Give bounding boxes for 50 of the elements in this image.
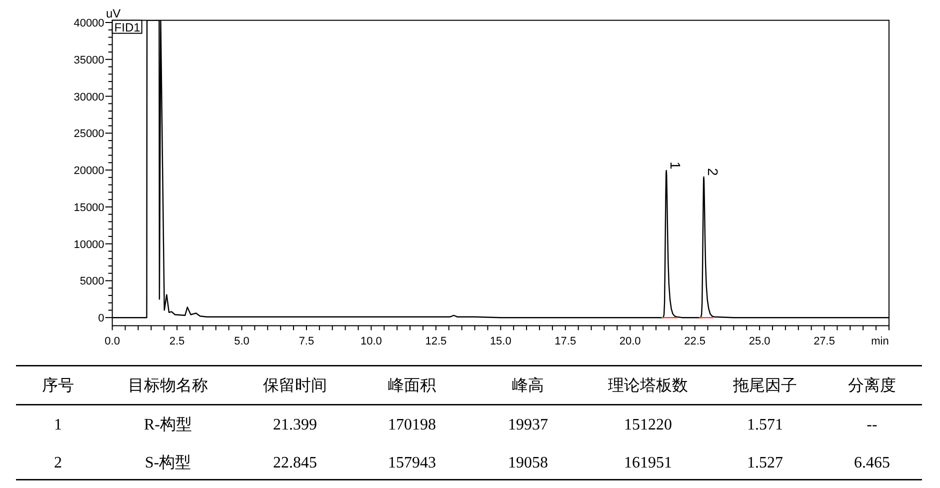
annotation: FID1	[114, 20, 141, 34]
y-tick-label: 0	[98, 312, 104, 325]
y-tick-label: 35000	[74, 54, 104, 66]
text: 拖尾因子	[732, 378, 797, 394]
text: R-构型	[144, 416, 192, 434]
y-tick-label: 30000	[74, 91, 104, 104]
text: 峰面积	[388, 378, 436, 394]
text: 1.527	[747, 454, 783, 472]
y-tick-label: 40000	[74, 18, 104, 30]
text: 目标物名称	[128, 378, 208, 394]
text: 21.399	[273, 416, 317, 434]
x-axis-title: min	[871, 336, 889, 348]
annotation: 1	[667, 162, 684, 170]
x-tick-label: 0.0	[104, 336, 120, 348]
text: 保留时间	[263, 376, 327, 394]
text: 19937	[508, 416, 548, 434]
x-tick-label: 15.0	[490, 336, 512, 348]
text: 分离度	[848, 376, 896, 394]
x-tick-label: 25.0	[748, 336, 770, 348]
text: 170198	[388, 416, 436, 434]
x-tick-label: 2.5	[169, 336, 185, 348]
x-tick-label: 12.5	[425, 336, 447, 348]
text: 19058	[508, 454, 548, 472]
text: 峰高	[512, 376, 544, 394]
y-axis-title: uV	[106, 6, 121, 20]
y-tick-label: 10000	[74, 238, 104, 251]
text: 6.465	[854, 454, 890, 472]
text: 1	[54, 416, 62, 434]
annotation: 2	[704, 168, 721, 176]
y-tick-label: 20000	[74, 165, 104, 178]
x-tick-label: 20.0	[619, 336, 641, 348]
x-tick-label: 10.0	[360, 336, 382, 348]
y-tick-label: 15000	[74, 202, 104, 214]
text: 理论塔板数	[608, 376, 688, 394]
x-tick-label: 22.5	[684, 336, 706, 348]
x-tick-label: 27.5	[814, 336, 835, 348]
text: --	[866, 416, 878, 434]
x-tick-label: 7.5	[298, 336, 314, 348]
x-tick-label: 17.5	[554, 336, 576, 348]
x-tick-label: 5.0	[234, 336, 250, 348]
text: 22.845	[273, 454, 317, 472]
text: 序号	[42, 376, 74, 394]
text: 2	[54, 454, 62, 472]
text: S-构型	[144, 454, 192, 472]
y-tick-label: 25000	[74, 128, 104, 140]
y-tick-label: 5000	[80, 276, 104, 288]
text: 151220	[624, 416, 672, 434]
text: 1.571	[747, 416, 783, 434]
text: 157943	[388, 454, 436, 472]
text: 161951	[624, 454, 672, 472]
